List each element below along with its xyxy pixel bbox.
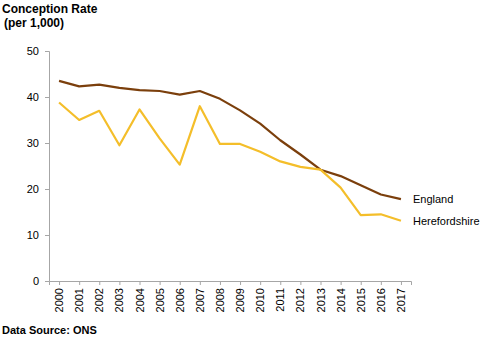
lines [59, 81, 401, 221]
x-tick-mark [59, 281, 60, 285]
y-tick-mark [45, 281, 49, 282]
x-tick-label: 2012 [294, 288, 306, 312]
title: Conception Rate [2, 2, 98, 16]
x-tick: 2010 [254, 281, 266, 312]
x-tick-mark [99, 281, 100, 285]
x-tick-label: 2011 [274, 288, 286, 312]
x-tick: 2006 [174, 281, 186, 312]
y-tick: 20 [27, 183, 49, 195]
x-tick: 2000 [53, 281, 65, 312]
x-tick-label: 2009 [234, 288, 246, 312]
x-tick: 2016 [375, 281, 387, 312]
x-tick-mark [300, 281, 301, 285]
x-tick-label: 2013 [315, 288, 327, 312]
x-tick: 2004 [134, 281, 146, 312]
y-tick-label: 20 [27, 183, 39, 195]
x-tick-mark [381, 281, 382, 285]
y-tick-mark [45, 235, 49, 236]
x-tick: 2011 [274, 281, 286, 312]
x-tick-mark [341, 281, 342, 285]
chart: Conception Rate(per 1,000) 0 10 20 30 40 50 200… [0, 0, 500, 341]
x-tick: 2001 [73, 281, 85, 312]
x-tick-label: 2001 [73, 288, 85, 312]
y-tick-mark [45, 51, 49, 52]
x-tick-label: 2004 [134, 288, 146, 312]
x-tick-mark [119, 281, 120, 285]
x-tick-label: 2000 [53, 288, 65, 312]
y-tick-mark [45, 189, 49, 190]
x-tick: 2017 [395, 281, 407, 312]
x-tick-mark [321, 281, 322, 285]
x-tick: 2008 [214, 281, 226, 312]
x-tick-label: 2010 [254, 288, 266, 312]
x-tick-label: 2017 [395, 288, 407, 312]
x-tick: 2013 [315, 281, 327, 312]
x-tick-mark [79, 281, 80, 285]
y-tick-label: 0 [33, 275, 39, 287]
x-tick: 2003 [113, 281, 125, 312]
x-axis-line [50, 282, 412, 286]
y-axis-line [45, 52, 50, 282]
x-tick-mark [361, 281, 362, 285]
x-tick-mark [401, 281, 402, 285]
series-label: Herefordshire [413, 215, 480, 227]
series-line [59, 103, 401, 221]
series-label: England [413, 193, 453, 205]
x-tick-label: 2002 [93, 288, 105, 312]
y-tick: 50 [27, 45, 49, 57]
y-tick-label: 50 [27, 45, 39, 57]
x-tick-label: 2006 [174, 288, 186, 312]
x-tick: 2007 [194, 281, 206, 312]
x-tick-label: 2014 [335, 288, 347, 312]
x-tick-mark [220, 281, 221, 285]
x-tick-label: 2008 [214, 288, 226, 312]
y-tick: 40 [27, 91, 49, 103]
source: Data Source: ONS [2, 324, 97, 336]
x-tick-label: 2005 [154, 288, 166, 312]
x-tick: 2015 [355, 281, 367, 312]
x-tick-mark [240, 281, 241, 285]
y-tick: 10 [27, 229, 49, 241]
x-tick-label: 2007 [194, 288, 206, 312]
subtitle: (per 1,000) [4, 16, 64, 30]
y-tick-mark [45, 143, 49, 144]
series-line [59, 81, 401, 199]
y-tick-label: 10 [27, 229, 39, 241]
y-axis: 0 10 20 30 40 50 [27, 45, 50, 287]
x-tick-label: 2003 [113, 288, 125, 312]
x-tick: 2005 [154, 281, 166, 312]
x-tick-mark [140, 281, 141, 285]
x-tick: 2012 [294, 281, 306, 312]
x-tick-mark [200, 281, 201, 285]
y-tick-mark [45, 97, 49, 98]
x-tick: 2014 [335, 281, 347, 312]
x-tick: 2009 [234, 281, 246, 312]
x-tick-label: 2016 [375, 288, 387, 312]
x-tick-mark [280, 281, 281, 285]
x-tick-label: 2015 [355, 288, 367, 312]
y-tick-label: 30 [27, 137, 39, 149]
x-tick-mark [260, 281, 261, 285]
y-tick: 30 [27, 137, 49, 149]
x-axis: 2000 2001 2002 2003 2004 2005 2006 2007 2008 2009… [50, 281, 412, 312]
x-tick-mark [180, 281, 181, 285]
y-tick-label: 40 [27, 91, 39, 103]
x-tick: 2002 [93, 281, 105, 312]
x-tick-mark [160, 281, 161, 285]
y-tick: 0 [33, 275, 49, 287]
